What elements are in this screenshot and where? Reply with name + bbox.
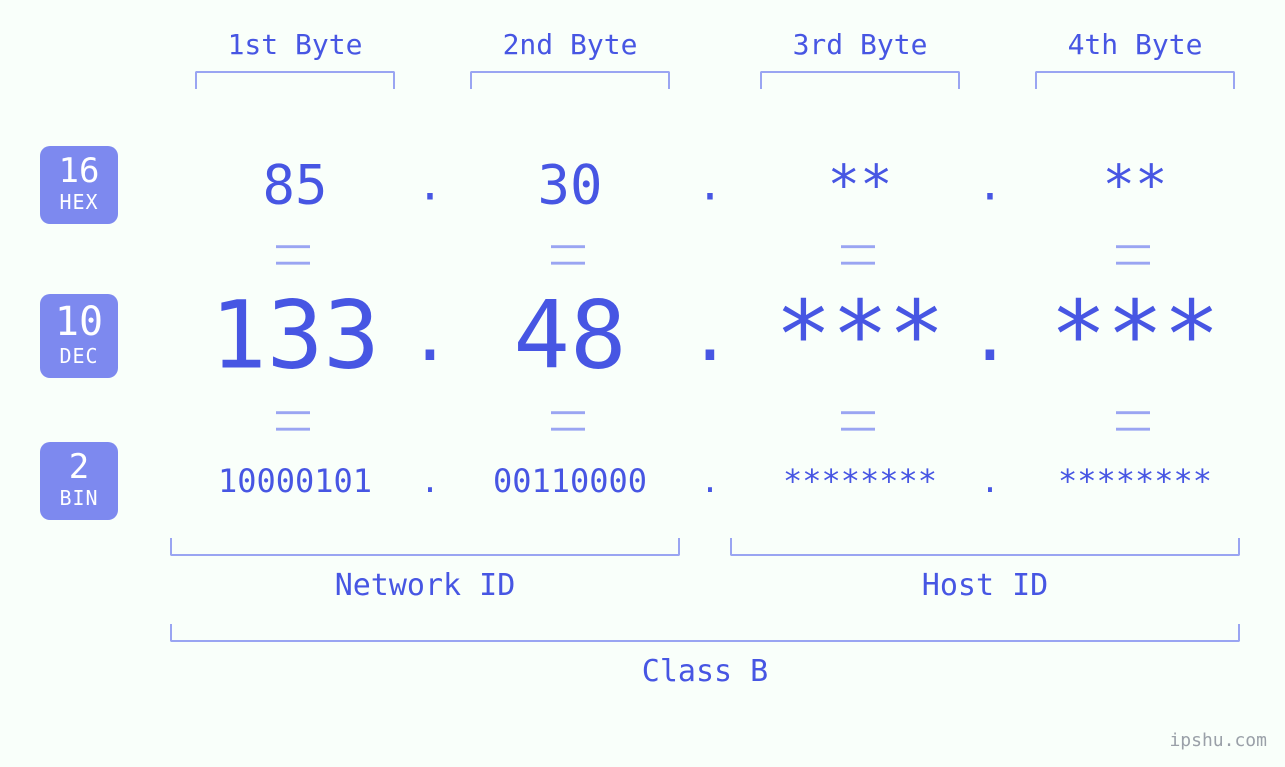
group-label: Host ID [730, 568, 1240, 603]
badge-bin: 2 BIN [40, 442, 118, 520]
hex-byte-3: ** [827, 154, 892, 217]
equals-icon: || [550, 237, 590, 270]
bin-byte-1: 10000101 [218, 462, 372, 500]
row-bin: 2 BIN 10000101 . 00110000 . ******** . *… [40, 442, 1245, 520]
equals-icon: || [550, 403, 590, 436]
dec-byte-4: *** [1050, 282, 1220, 391]
dot-icon: . [409, 295, 451, 377]
byte-header-4: 4th Byte [1035, 28, 1235, 89]
row-hex: 16 HEX 85 . 30 . ** . ** [40, 140, 1245, 230]
equals-icon: || [275, 237, 315, 270]
dec-byte-3: *** [775, 282, 945, 391]
badge-dec: 10 DEC [40, 294, 118, 378]
bracket-bottom-icon [170, 538, 680, 556]
bin-byte-2: 00110000 [493, 462, 647, 500]
byte-headers: 1st Byte 2nd Byte 3rd Byte 4th Byte [170, 28, 1245, 104]
equals-icon: || [1115, 237, 1155, 270]
equals-row: || || || || [170, 230, 1245, 276]
badge-num: 16 [40, 154, 118, 188]
byte-header-2: 2nd Byte [470, 28, 670, 89]
dot-icon: . [969, 295, 1011, 377]
equals-icon: || [840, 403, 880, 436]
dot-icon: . [689, 295, 731, 377]
group-host: Host ID [730, 538, 1240, 603]
byte-label: 2nd Byte [470, 28, 670, 61]
bracket-top-icon [470, 71, 670, 89]
dot-icon: . [700, 462, 719, 500]
bin-byte-4: ******** [1058, 462, 1212, 500]
bracket-bottom-icon [170, 624, 1240, 642]
badge-label: HEX [40, 190, 118, 214]
watermark: ipshu.com [1169, 730, 1267, 751]
badge-num: 2 [40, 450, 118, 484]
byte-header-3: 3rd Byte [760, 28, 960, 89]
dec-byte-2: 48 [513, 282, 626, 391]
dot-icon: . [420, 462, 439, 500]
group-class: Class B [170, 624, 1240, 689]
dot-icon: . [697, 160, 724, 211]
equals-row: || || || || [170, 396, 1245, 442]
group-label: Network ID [170, 568, 680, 603]
bin-byte-3: ******** [783, 462, 937, 500]
badge-hex: 16 HEX [40, 146, 118, 224]
hex-values: 85 . 30 . ** . ** [170, 140, 1245, 230]
row-dec: 10 DEC 133 . 48 . *** . *** [40, 276, 1245, 396]
equals-icon: || [275, 403, 315, 436]
dec-byte-1: 133 [210, 282, 380, 391]
byte-label: 3rd Byte [760, 28, 960, 61]
bracket-top-icon [760, 71, 960, 89]
hex-byte-2: 30 [537, 154, 602, 217]
byte-header-1: 1st Byte [195, 28, 395, 89]
bracket-top-icon [195, 71, 395, 89]
equals-icon: || [840, 237, 880, 270]
badge-label: DEC [40, 344, 118, 368]
hex-byte-4: ** [1102, 154, 1167, 217]
badge-label: BIN [40, 486, 118, 510]
byte-label: 4th Byte [1035, 28, 1235, 61]
bracket-bottom-icon [730, 538, 1240, 556]
dot-icon: . [417, 160, 444, 211]
bracket-top-icon [1035, 71, 1235, 89]
dot-icon: . [977, 160, 1004, 211]
group-label: Class B [170, 654, 1240, 689]
group-brackets: Network ID Host ID Class B [170, 538, 1245, 688]
badge-num: 10 [40, 302, 118, 342]
bin-values: 10000101 . 00110000 . ******** . *******… [170, 453, 1245, 509]
group-network: Network ID [170, 538, 680, 603]
hex-byte-1: 85 [262, 154, 327, 217]
byte-label: 1st Byte [195, 28, 395, 61]
dot-icon: . [980, 462, 999, 500]
equals-icon: || [1115, 403, 1155, 436]
dec-values: 133 . 48 . *** . *** [170, 276, 1245, 396]
